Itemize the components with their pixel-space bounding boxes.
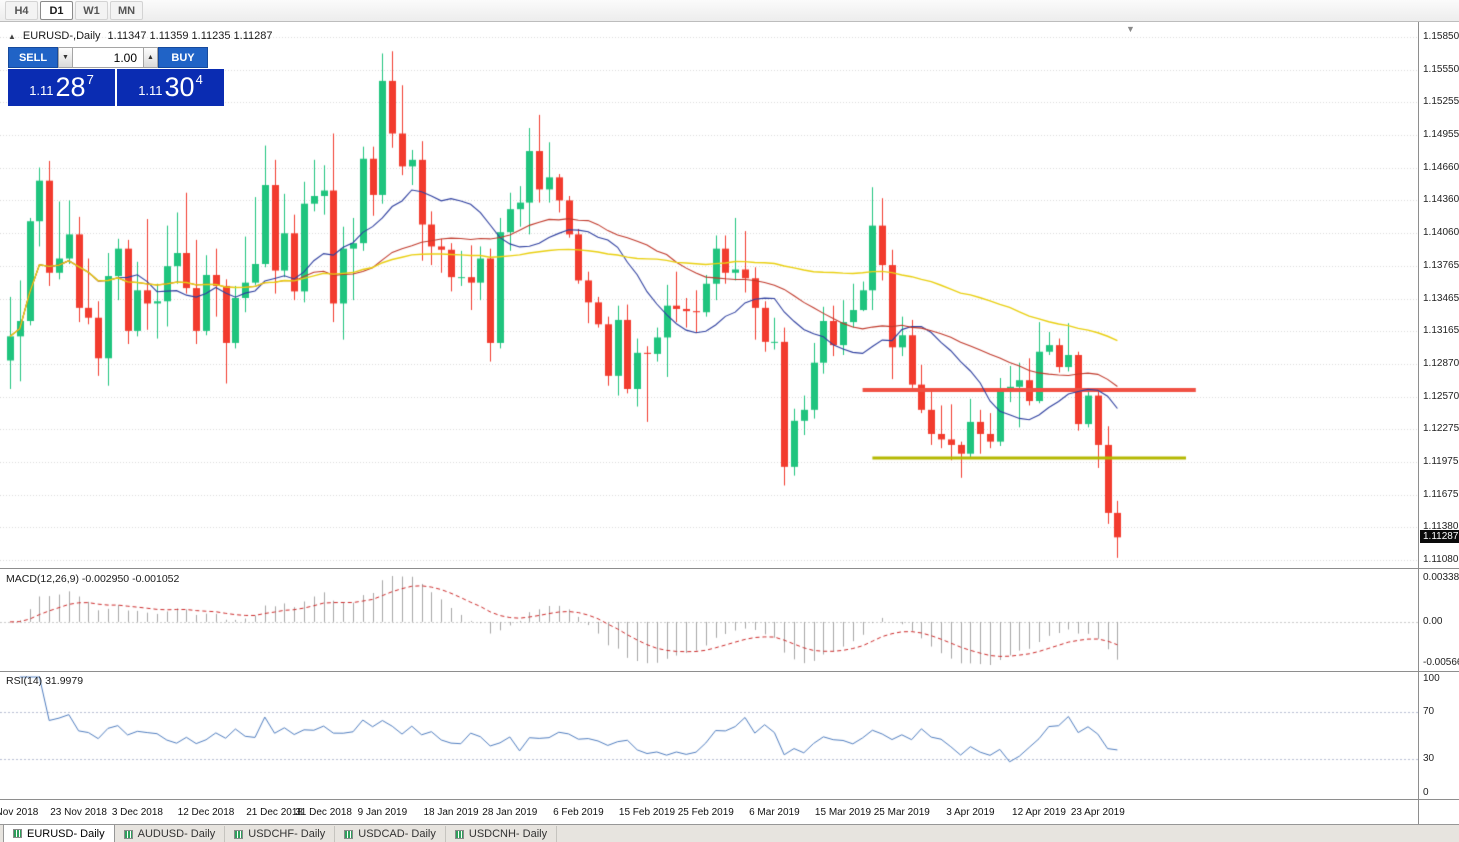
price-axis-label: 1.14955 <box>1423 129 1459 141</box>
buy-price-tile[interactable]: 1.11 30 4 <box>117 69 224 106</box>
price-axis-label: 1.11675 <box>1423 488 1459 500</box>
rsi-scale-label: 30 <box>1423 752 1435 764</box>
rsi-scale-label: 0 <box>1423 787 1429 798</box>
chart-tab-usdcad[interactable]: USDCAD- Daily <box>335 826 446 842</box>
time-axis-label: 21 Dec 2018 <box>246 807 303 818</box>
time-axis-label: 23 Nov 2018 <box>50 807 107 818</box>
chart-shift-marker-icon: ▼ <box>1126 24 1135 34</box>
price-axis-label: 1.14360 <box>1423 194 1459 206</box>
price-axis-separator <box>1418 22 1419 824</box>
time-axis-label: 23 Apr 2019 <box>1070 807 1125 818</box>
price-axis-label: 1.14060 <box>1423 227 1459 239</box>
current-price-badge: 1.11287 <box>1420 530 1459 544</box>
chart-tab-label: USDCAD- Daily <box>358 828 436 840</box>
sell-price-pip: 7 <box>86 72 94 87</box>
volume-decrease-button[interactable]: ▼ <box>58 47 73 68</box>
time-axis-label: 18 Jan 2019 <box>423 807 479 818</box>
price-axis-label: 1.12870 <box>1423 357 1459 369</box>
price-axis-label: 1.11080 <box>1423 554 1459 566</box>
macd-scale-top: 0.003383 <box>1423 572 1459 583</box>
mini-chart-icon <box>234 829 244 839</box>
time-axis-label: 25 Mar 2019 <box>873 807 930 818</box>
sell-price-prefix: 1.11 <box>29 83 54 98</box>
macd-panel-canvas[interactable] <box>0 570 1418 671</box>
time-axis-label: 12 Dec 2018 <box>177 807 235 818</box>
buy-price-main: 30 <box>164 72 195 102</box>
price-axis-label: 1.15550 <box>1423 63 1459 75</box>
timeframe-toolbar: H4 D1 W1 MN <box>0 0 1459 22</box>
chart-header: ▲ EURUSD-,Daily 1.11347 1.11359 1.11235 … <box>8 30 273 42</box>
time-axis-label: 31 Dec 2018 <box>295 807 352 818</box>
sell-price-main: 28 <box>55 72 86 102</box>
price-axis-label: 1.15850 <box>1423 31 1459 43</box>
time-axis-label: 15 Feb 2019 <box>618 807 676 818</box>
chart-tab-label: AUDUSD- Daily <box>137 828 216 840</box>
time-axis-label: 25 Feb 2019 <box>677 807 734 818</box>
mini-chart-icon <box>123 829 133 839</box>
time-axis[interactable]: 14 Nov 2018 23 Nov 2018 3 Dec 2018 12 Dec 2… <box>0 800 1418 824</box>
chart-tab-bar: EURUSD- Daily AUDUSD- Daily USDCHF- Daily U… <box>0 824 1459 842</box>
macd-scale-bottom: -0.005663 <box>1423 657 1459 668</box>
one-click-trade-panel: SELL ▼ ▲ BUY 1.11 28 7 1.11 30 4 <box>8 47 224 106</box>
macd-scale-zero: 0.00 <box>1423 615 1443 627</box>
buy-price-prefix: 1.11 <box>138 83 163 98</box>
time-axis-label: 6 Mar 2019 <box>749 807 800 818</box>
chart-symbol-title: EURUSD-,Daily <box>22 30 101 42</box>
one-click-toggle-icon[interactable]: ▲ <box>8 31 16 41</box>
rsi-panel-canvas[interactable] <box>0 672 1418 799</box>
chart-tab-label: EURUSD- Daily <box>27 827 105 840</box>
price-axis-label: 1.14660 <box>1423 161 1459 173</box>
time-axis-label: 9 Jan 2019 <box>357 807 408 818</box>
rsi-indicator-label: RSI(14) 31.9979 <box>6 675 84 687</box>
chevron-up-icon: ▲ <box>147 54 154 61</box>
chart-tab-label: USDCNH- Daily <box>468 828 548 840</box>
panel-separator <box>0 671 1459 672</box>
timeframe-button-mn[interactable]: MN <box>110 1 143 20</box>
mini-chart-icon <box>344 829 354 839</box>
buy-button[interactable]: BUY <box>158 47 208 68</box>
time-axis-label: 3 Apr 2019 <box>946 807 995 818</box>
time-axis-label: 15 Mar 2019 <box>814 807 872 818</box>
sell-price-tile[interactable]: 1.11 28 7 <box>8 69 115 106</box>
panel-separator <box>0 568 1459 569</box>
chart-tab-usdchf[interactable]: USDCHF- Daily <box>225 826 336 842</box>
chart-tab-audusd[interactable]: AUDUSD- Daily <box>115 826 226 842</box>
volume-increase-button[interactable]: ▲ <box>143 47 158 68</box>
price-axis-label: 1.13765 <box>1423 259 1459 271</box>
buy-price-pip: 4 <box>195 72 203 87</box>
price-axis-label: 1.13165 <box>1423 325 1459 337</box>
timeframe-button-w1[interactable]: W1 <box>75 1 108 20</box>
price-axis-label: 1.13465 <box>1423 292 1459 304</box>
panel-separator <box>0 799 1459 800</box>
rsi-scale-label: 100 <box>1423 673 1440 684</box>
rsi-scale-label: 70 <box>1423 706 1435 718</box>
price-axis-label: 1.12275 <box>1423 423 1459 435</box>
price-axis-label: 1.12570 <box>1423 390 1459 402</box>
timeframe-button-d1[interactable]: D1 <box>40 1 73 20</box>
sell-button[interactable]: SELL <box>8 47 58 68</box>
macd-indicator-label: MACD(12,26,9) -0.002950 -0.001052 <box>6 573 180 585</box>
volume-input[interactable] <box>73 47 143 68</box>
mini-chart-icon <box>13 829 22 838</box>
main-chart-canvas[interactable] <box>0 22 1418 568</box>
price-axis-label: 1.11380 <box>1423 521 1459 533</box>
price-axis[interactable]: 1.11287 1.15850 1.15550 1.15255 1.14955 1.14… <box>1419 22 1459 568</box>
chart-tab-label: USDCHF- Daily <box>248 828 326 840</box>
time-axis-label: 14 Nov 2018 <box>0 807 39 818</box>
chart-tab-eurusd[interactable]: EURUSD- Daily <box>3 824 115 842</box>
time-axis-label: 28 Jan 2019 <box>482 807 538 818</box>
price-axis-label: 1.11975 <box>1423 455 1459 467</box>
chevron-down-icon: ▼ <box>62 54 69 61</box>
chart-tab-usdcnh[interactable]: USDCNH- Daily <box>446 826 558 842</box>
chart-ohlc-values: 1.11347 1.11359 1.11235 1.11287 <box>107 30 273 42</box>
time-axis-label: 12 Apr 2019 <box>1012 807 1066 818</box>
timeframe-button-h4[interactable]: H4 <box>5 1 38 20</box>
time-axis-label: 3 Dec 2018 <box>111 807 163 818</box>
mini-chart-icon <box>454 829 464 839</box>
price-axis-label: 1.15255 <box>1423 96 1459 108</box>
time-axis-label: 6 Feb 2019 <box>553 807 604 818</box>
